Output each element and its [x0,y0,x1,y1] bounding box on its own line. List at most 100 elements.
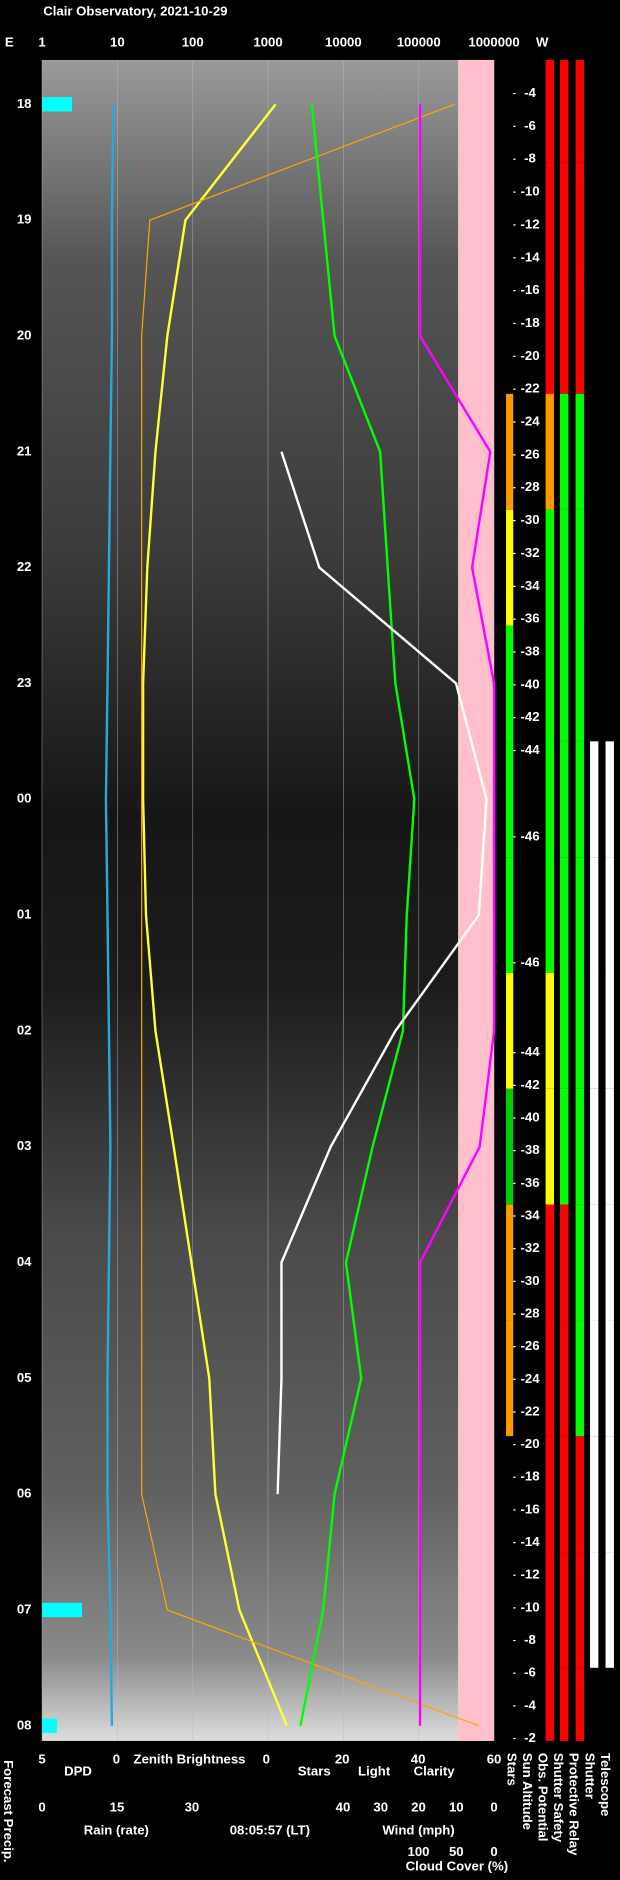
status-cell [589,625,599,742]
status-cell [589,162,599,279]
sun-altitude-label: -14 [520,249,540,264]
status-cell [545,741,554,858]
sun-altitude-label: -10 [520,1599,539,1614]
sun-altitude-label: -46 [520,828,539,843]
hour-label: 08 [17,1717,32,1732]
axis-tick-label: 30 [373,1800,388,1815]
series-line [299,104,416,1727]
chart-title: Clair Observatory, 2021-10-29 [43,3,227,18]
hour-label: 06 [17,1486,32,1501]
sun-altitude-label: -34 [520,578,540,593]
status-cell [575,393,584,510]
status-cell [605,1667,614,1741]
status-cell [506,857,514,973]
x-tick-label: 1 [38,35,45,50]
status-cell [559,1436,569,1553]
axis-label: Stars [298,1764,331,1779]
sun-altitude-label: -36 [520,1175,539,1190]
sun-altitude-label: -42 [520,1077,539,1092]
axis-tick-label: 10 [449,1800,464,1815]
status-cell [559,509,569,626]
status-cell [506,1552,514,1668]
sun-altitude-label: -32 [520,545,539,560]
status-cell [605,741,614,858]
status-cell [545,278,554,394]
axis-tick-label: 5 [38,1752,45,1767]
status-cell [559,741,569,858]
precip-bar [42,1718,58,1734]
status-cell [506,972,514,1089]
status-cell [545,1436,554,1553]
axis-tick-label: 20 [411,1800,426,1815]
sun-altitude-label: -28 [520,1305,539,1320]
column-label: Protective Relay [567,1753,582,1856]
status-cell [575,1320,584,1437]
sun-altitude-label: -22 [520,381,539,396]
column-label: Shutter [582,1753,597,1799]
axis-tick-label: 40 [336,1800,351,1815]
column-label: Stars [504,1753,519,1786]
sun-altitude-label: -24 [520,1371,540,1386]
axis-tick-label: 30 [185,1800,200,1815]
sun-altitude-label: -40 [520,676,539,691]
axis-tick-label: 50 [449,1844,464,1859]
status-cell [589,59,599,163]
series-line [141,103,288,1727]
precip-bar [42,97,73,112]
sun-altitude-label: -30 [520,512,539,527]
x-tick-label: 10000 [325,35,362,50]
sun-altitude-label: -28 [520,479,539,494]
status-cell [545,393,554,510]
axis-tick-label: 20 [335,1752,350,1767]
sun-altitude-label: -10 [520,184,539,199]
status-cell [559,1204,569,1321]
status-cell [589,393,599,510]
status-cell [575,972,584,1089]
east-label: E [5,35,14,50]
status-cell [589,1320,599,1437]
status-cell [605,162,614,279]
sun-altitude-label: -42 [520,709,539,724]
sun-altitude-label: -44 [520,742,540,757]
hour-label: 07 [17,1601,32,1616]
status-cell [559,393,569,510]
sun-altitude-label: -2 [524,1730,536,1745]
status-cell [589,1204,599,1321]
status-cell [589,857,599,973]
sun-altitude-label: -32 [520,1240,539,1255]
sun-altitude-label: -34 [520,1207,540,1222]
status-cell [559,857,569,973]
pink-zone [458,59,495,1741]
status-cell [575,1552,584,1668]
axis-tick-label: 40 [411,1752,426,1767]
status-cell [506,393,514,510]
status-cell [545,1088,554,1205]
hour-label: 04 [17,1254,32,1269]
status-cell [589,278,599,394]
status-cell [506,741,514,858]
status-cell [506,1667,514,1741]
status-cell [575,857,584,973]
series-line [276,451,488,1495]
sun-altitude-label: -6 [524,1665,536,1680]
status-cell [575,59,584,163]
status-cell [575,1204,584,1321]
status-cell [545,857,554,973]
status-cell [545,625,554,742]
hour-label: 02 [17,1022,32,1037]
status-cell [575,1667,584,1741]
sun-altitude-label: -8 [524,151,536,166]
status-cell [605,509,614,626]
status-cell [545,162,554,279]
status-cell [559,59,569,163]
status-cell [605,857,614,973]
status-cell [559,278,569,394]
sun-altitude-label: -30 [520,1273,539,1288]
status-cell [506,162,514,279]
status-cell [559,1320,569,1437]
sun-altitude-label: -38 [520,1142,539,1157]
status-cell [605,972,614,1089]
status-cell [545,1204,554,1321]
status-cell [589,509,599,626]
